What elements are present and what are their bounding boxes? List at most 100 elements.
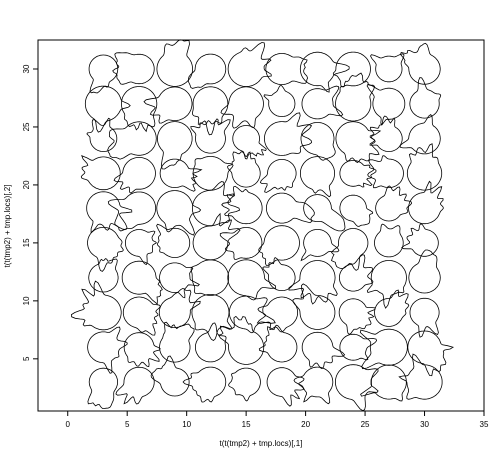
x-tick-label: 20: [301, 420, 310, 429]
glyph-marker: [80, 154, 121, 191]
glyph-marker: [122, 296, 161, 336]
glyph-marker: [156, 121, 193, 170]
x-tick-label: 25: [361, 420, 370, 429]
glyph-marker: [339, 160, 377, 188]
glyph-marker: [400, 42, 441, 85]
glyph-marker: [219, 227, 263, 260]
glyph-marker: [258, 324, 298, 363]
glyph-marker: [190, 259, 230, 296]
glyph-marker: [374, 289, 410, 327]
x-tick-label: 15: [242, 420, 251, 429]
glyph-marker: [86, 191, 133, 234]
glyph-marker: [399, 113, 441, 155]
glyph-marker: [112, 52, 155, 85]
glyph-marker: [88, 54, 119, 94]
glyph-marker: [159, 321, 195, 363]
glyph-marker: [408, 249, 441, 294]
glyph-marker: [335, 72, 375, 122]
glyph-marker: [156, 190, 202, 236]
glyph-marker: [332, 51, 371, 88]
glyph-marker: [87, 326, 128, 374]
glyph-marker: [187, 53, 227, 89]
glyph-marker: [335, 364, 379, 412]
glyph-marker: [409, 297, 440, 338]
glyph-marker: [228, 295, 276, 334]
glyph-marker: [192, 156, 234, 191]
glyph-marker: [263, 112, 313, 156]
x-tick-label: 35: [480, 420, 489, 429]
glyph-marker: [262, 256, 296, 291]
glyph-marker: [182, 366, 227, 403]
y-axis-title: t(t(tmp2) + tmp.locs)[,2]: [3, 185, 12, 268]
glyph-marker: [339, 194, 374, 227]
glyph-marker: [330, 228, 369, 271]
glyph-marker: [123, 332, 161, 368]
glyph-markers: [70, 39, 455, 412]
y-tick-label: 20: [22, 180, 31, 189]
glyph-marker: [408, 180, 444, 225]
glyph-marker: [115, 366, 155, 405]
glyph-marker: [263, 85, 296, 117]
x-tick-label: 10: [182, 420, 191, 429]
glyph-marker: [258, 225, 300, 266]
glyph-marker: [366, 83, 406, 126]
glyph-marker: [288, 260, 338, 305]
glyph-marker: [300, 156, 335, 198]
glyph-marker: [190, 118, 231, 154]
glyph-marker: [195, 322, 227, 363]
glyph-marker: [121, 86, 158, 133]
y-tick-label: 10: [22, 296, 31, 305]
glyph-marker: [107, 121, 157, 160]
glyph-marker: [113, 157, 156, 194]
plot-frame: [37, 39, 485, 412]
glyph-marker: [256, 296, 298, 333]
glyph-marker: [84, 85, 131, 133]
glyph-marker: [366, 260, 407, 309]
glyph-marker: [407, 330, 455, 377]
glyph-marker: [266, 367, 305, 407]
glyph-marker: [360, 364, 407, 402]
glyph-marker: [87, 367, 118, 409]
y-tick-label: 30: [22, 64, 31, 73]
glyph-marker: [70, 280, 122, 331]
glyph-marker: [409, 77, 442, 119]
glyph-marker: [359, 328, 408, 370]
glyph-marker: [156, 39, 193, 87]
glyph-marker: [398, 353, 443, 400]
glyph-marker: [87, 227, 124, 272]
glyph-marker: [107, 191, 157, 232]
glyph-marker: [369, 115, 403, 152]
y-tick-label: 5: [22, 356, 31, 361]
glyph-marker: [221, 185, 263, 225]
glyph-marker: [158, 287, 201, 328]
glyph-marker: [218, 315, 265, 365]
glyph-marker: [228, 367, 261, 402]
glyph-marker: [300, 229, 340, 262]
glyph-marker: [192, 181, 241, 227]
glyph-marker: [401, 223, 439, 257]
glyph-marker: [159, 158, 203, 192]
glyph-marker: [143, 86, 193, 124]
glyph-marker: [227, 259, 277, 301]
glyph-marker: [125, 229, 158, 266]
glyph-marker: [265, 53, 309, 85]
glyph-marker: [150, 355, 190, 397]
glyph-marker: [338, 298, 376, 335]
y-axis: 5 10 15 20 25 30: [22, 64, 38, 361]
glyph-marker: [406, 143, 443, 191]
glyph-marker: [86, 117, 118, 152]
x-tick-label: 5: [125, 420, 130, 429]
glyph-marker: [88, 258, 119, 293]
glyph-marker: [300, 122, 336, 161]
x-tick-label: 0: [66, 420, 71, 429]
glyph-marker: [293, 366, 334, 405]
glyph-marker: [301, 331, 346, 370]
y-tick-label: 15: [22, 238, 31, 247]
glyph-marker: [339, 333, 378, 361]
glyph-marker: [367, 155, 404, 189]
glyph-marker: [266, 192, 315, 224]
glyph-marker: [301, 85, 344, 120]
glyph-marker: [159, 262, 200, 299]
glyph-marker: [335, 121, 382, 163]
